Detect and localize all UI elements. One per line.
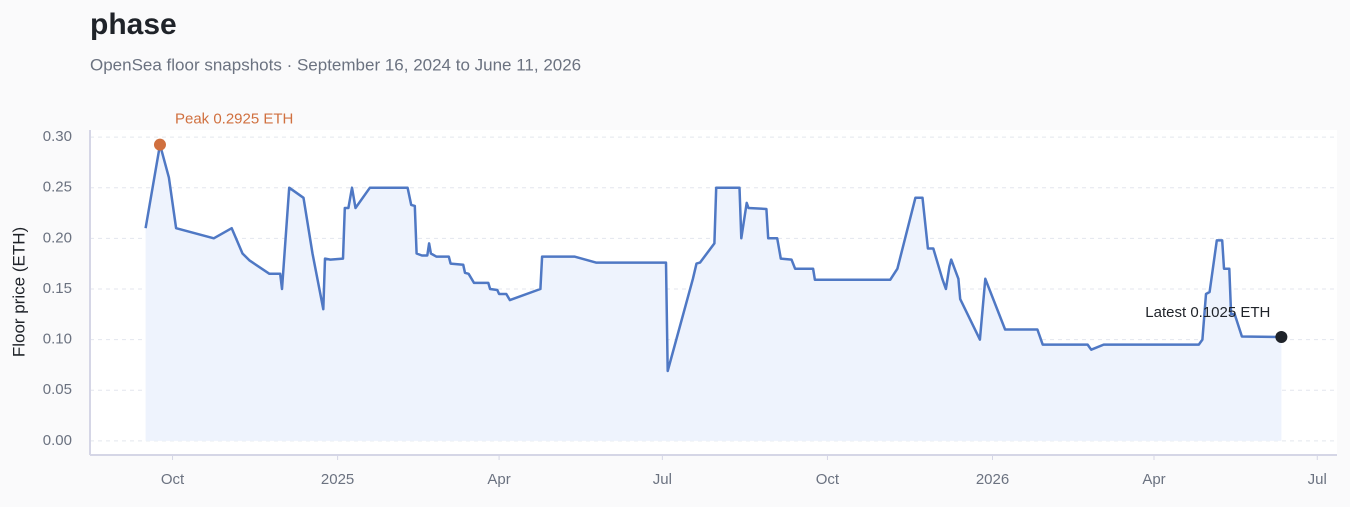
x-tick-label: Oct — [816, 471, 840, 488]
x-tick-label: Apr — [1142, 471, 1165, 488]
area — [145, 144, 1282, 441]
x-tick-label: Jul — [653, 471, 672, 488]
y-tick-label: 0.10 — [43, 331, 72, 348]
x-tick-label: 2025 — [321, 471, 354, 488]
line — [144, 143, 1282, 373]
peak-marker — [153, 138, 166, 151]
latest-label: Latest 0.1025 ETH — [1145, 304, 1270, 321]
y-tick-label: 0.05 — [43, 381, 72, 398]
x-tick-label: Apr — [487, 471, 510, 488]
chart-title: phase — [90, 8, 177, 41]
x-tick-label: 2026 — [976, 471, 1009, 488]
y-tick-label: 0.25 — [43, 179, 72, 196]
y-axis-label: Floor price (ETH) — [9, 227, 28, 357]
x-tick-label: Oct — [161, 471, 185, 488]
y-tick-label: 0.30 — [43, 128, 72, 145]
y-tick-label: 0.20 — [43, 229, 72, 246]
latest-marker — [1275, 331, 1288, 344]
chart-subtitle: OpenSea floor snapshots · September 16, … — [90, 55, 581, 74]
y-tick-label: 0.00 — [43, 432, 72, 449]
y-tick-label: 0.15 — [43, 280, 72, 297]
x-tick-label: Jul — [1308, 471, 1327, 488]
peak-label: Peak 0.2925 ETH — [175, 111, 293, 128]
